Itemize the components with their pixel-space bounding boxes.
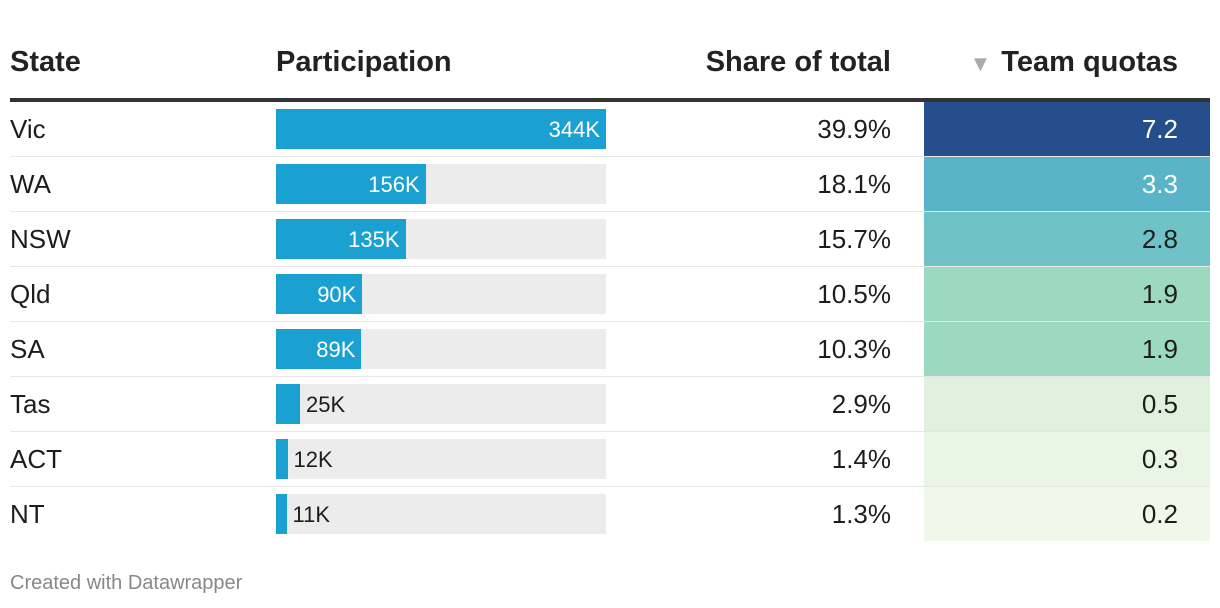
state-cell: WA: [10, 169, 51, 199]
column-header-team-quotas[interactable]: ▼ Team quotas: [970, 46, 1179, 79]
table-row: SA 89K 10.3% 1.9: [10, 322, 1210, 377]
share-cell: 15.7%: [817, 224, 891, 254]
participation-bar-track: 25K: [276, 384, 606, 424]
team-quota-value: 0.2: [1141, 499, 1178, 529]
team-quota-value: 3.3: [1141, 169, 1178, 199]
team-quota-cell: 1.9: [924, 267, 1210, 321]
participation-bar-track: 90K: [276, 274, 606, 314]
participation-bar: [276, 494, 287, 534]
participation-bar-label: 156K: [368, 172, 420, 197]
team-quota-value: 0.5: [1141, 389, 1178, 419]
state-cell: Qld: [10, 279, 51, 309]
state-cell: SA: [10, 334, 45, 364]
team-quota-value: 0.3: [1141, 444, 1178, 474]
participation-bar: [276, 219, 406, 259]
team-quota-value: 7.2: [1141, 114, 1178, 144]
table-row: Tas 25K 2.9% 0.5: [10, 377, 1210, 432]
state-cell: ACT: [10, 444, 62, 474]
participation-bar-track: 89K: [276, 329, 606, 369]
state-cell: NSW: [10, 224, 71, 254]
state-cell: Tas: [10, 389, 51, 419]
participation-bar: [276, 439, 288, 479]
state-cell: NT: [10, 499, 45, 529]
table-row: NT 11K 1.3% 0.2: [10, 487, 1210, 541]
participation-bar: [276, 164, 426, 204]
column-header-share[interactable]: Share of total: [705, 46, 891, 78]
participation-bar-label: 12K: [293, 447, 333, 472]
data-table: State Participation Share of total ▼ Team…: [10, 38, 1210, 541]
team-quota-cell: 2.8: [924, 212, 1210, 266]
participation-bar: [276, 109, 606, 149]
sort-descending-icon: ▼: [969, 51, 992, 76]
participation-bar-track: 156K: [276, 164, 606, 204]
table-row: Qld 90K 10.5% 1.9: [10, 267, 1210, 322]
team-quota-cell: 0.5: [924, 377, 1210, 431]
team-quota-cell: 3.3: [924, 157, 1210, 211]
team-quota-cell: 1.9: [924, 322, 1210, 376]
share-cell: 39.9%: [817, 114, 891, 144]
participation-bar-label: 11K: [292, 502, 331, 527]
participation-bar: [276, 274, 363, 314]
participation-bar: [276, 384, 300, 424]
table-row: ACT 12K 1.4% 0.3: [10, 432, 1210, 487]
team-quota-cell: 0.3: [924, 432, 1210, 486]
team-quota-value: 1.9: [1141, 279, 1178, 309]
participation-bar-label: 135K: [348, 227, 400, 252]
share-cell: 1.3%: [831, 499, 891, 529]
participation-bar-track: 12K: [276, 439, 606, 479]
participation-bar-label: 90K: [317, 282, 357, 307]
participation-bar-label: 25K: [305, 392, 346, 417]
table-row: Vic 344K 39.9% 7.2: [10, 102, 1210, 157]
participation-bar-track: 344K: [276, 109, 606, 149]
column-header-team-quotas-label: Team quotas: [1001, 46, 1178, 78]
column-header-participation[interactable]: Participation: [276, 46, 452, 78]
table-header: State Participation Share of total ▼ Team…: [10, 38, 1210, 102]
participation-bar-label: 89K: [316, 337, 356, 362]
table-row: WA 156K 18.1% 3.3: [10, 157, 1210, 212]
participation-bar: [276, 329, 362, 369]
share-cell: 10.3%: [817, 334, 891, 364]
footer-credit: Created with Datawrapper: [10, 572, 243, 594]
participation-bar-track: 135K: [276, 219, 606, 259]
team-quota-cell: 7.2: [924, 102, 1210, 156]
participation-bar-track: 11K: [276, 494, 606, 534]
table-row: NSW 135K 15.7% 2.8: [10, 212, 1210, 267]
table-body: Vic 344K 39.9% 7.2 WA 156K 18.1% 3.3 NSW 135K 15.7…: [10, 102, 1210, 541]
team-quota-value: 1.9: [1141, 334, 1178, 364]
team-quota-value: 2.8: [1141, 224, 1178, 254]
participation-bar-label: 344K: [548, 117, 600, 142]
share-cell: 2.9%: [831, 389, 891, 419]
column-header-state[interactable]: State: [10, 46, 81, 78]
share-cell: 10.5%: [817, 279, 891, 309]
state-cell: Vic: [10, 114, 46, 144]
share-cell: 18.1%: [817, 169, 891, 199]
share-cell: 1.4%: [831, 444, 891, 474]
team-quota-cell: 0.2: [924, 487, 1210, 541]
